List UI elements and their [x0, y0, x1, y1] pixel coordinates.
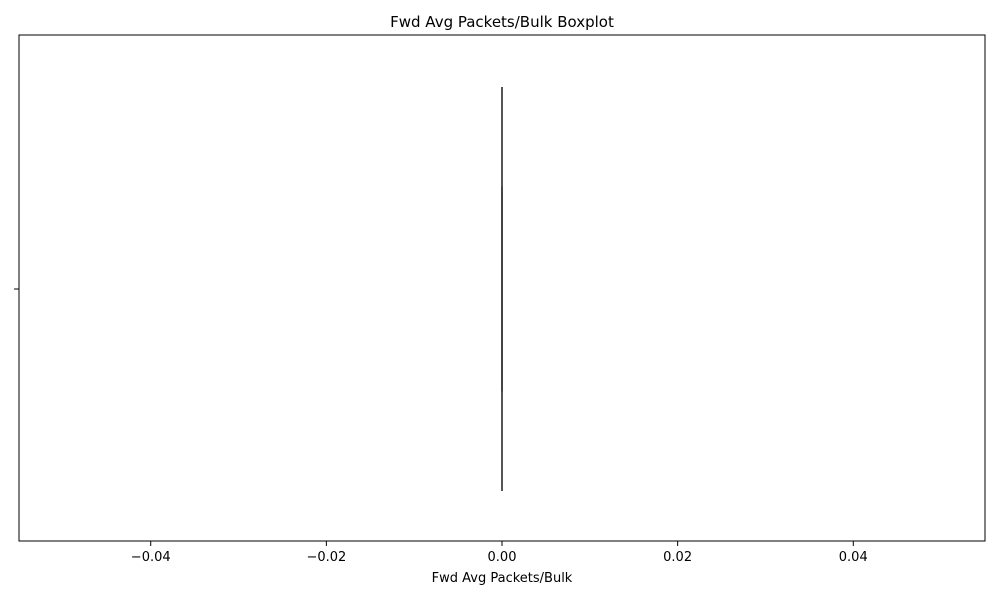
x-axis-ticks: −0.04 −0.02 0.00 0.02 0.04: [131, 541, 868, 565]
x-tick-label: −0.02: [306, 550, 346, 565]
chart-title: Fwd Avg Packets/Bulk Boxplot: [390, 13, 614, 31]
x-tick-label: 0.02: [663, 550, 692, 565]
x-tick-label: 0.04: [839, 550, 868, 565]
x-axis-label: Fwd Avg Packets/Bulk: [432, 571, 573, 586]
x-tick-label: 0.00: [488, 550, 517, 565]
x-tick-label: −0.04: [131, 550, 171, 565]
